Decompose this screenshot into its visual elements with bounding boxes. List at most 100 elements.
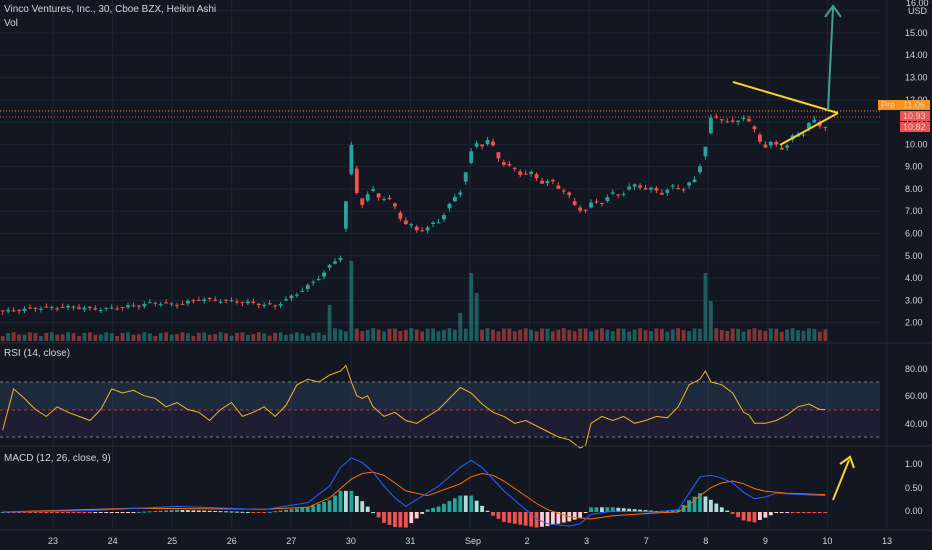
candle-body (387, 198, 392, 200)
volume-bar (523, 328, 528, 341)
candle-body (594, 201, 599, 203)
volume-bar (719, 330, 724, 341)
macd-histogram-bar (256, 512, 261, 513)
candle-body (11, 310, 16, 312)
volume-bar (551, 331, 555, 341)
time-axis[interactable]: 23 24 25 26 27 30 31 Sep 2 3 7 8 9 10 13 (48, 536, 892, 546)
volume-bar (93, 334, 98, 341)
volume-bar (529, 329, 534, 341)
candle-body (736, 120, 741, 123)
macd-histogram-bar (491, 512, 495, 516)
volume-bar (382, 331, 386, 341)
breakout-arrow-macd[interactable] (832, 455, 855, 501)
volume-bar (6, 333, 11, 341)
candle-body (485, 139, 490, 145)
volume-bar (616, 328, 621, 341)
time-tick-label: 8 (703, 536, 708, 546)
volume-bar (747, 329, 751, 341)
candle-body (469, 151, 474, 163)
macd-histogram-bar (158, 510, 163, 512)
candle-body (213, 299, 218, 301)
macd-histogram-bar (202, 510, 207, 512)
macd-histogram-bar (387, 512, 392, 525)
volume-bar (349, 261, 354, 341)
candle-body (638, 185, 642, 188)
volume-bar (240, 332, 245, 341)
volume-bar (376, 329, 381, 341)
time-tick-label: 7 (644, 536, 649, 546)
price-axis[interactable]: 15.0014.0013.0012.0011.0010.009.008.007.… (905, 28, 928, 328)
volume-bar (638, 328, 642, 341)
volume-bar (153, 335, 158, 341)
candle-body (354, 168, 359, 193)
macd-histogram-bar (137, 511, 141, 513)
candle-body (305, 284, 310, 290)
volume-bar (512, 331, 517, 341)
candle-body (344, 201, 348, 229)
candle-body (251, 301, 256, 303)
candle-body (158, 304, 163, 306)
volume-bar (627, 331, 632, 341)
grid-lines (0, 0, 888, 530)
macd-histogram-bar (447, 501, 452, 512)
candle-body (747, 118, 751, 122)
volume-bar (38, 336, 43, 341)
volume-bar (736, 328, 741, 341)
candle-body (768, 141, 773, 146)
macd-histogram-bar (627, 508, 632, 512)
volume-bar (17, 334, 21, 341)
macd-histogram-bar (33, 512, 38, 513)
volume-bar (256, 332, 261, 341)
volume-bar (823, 329, 828, 341)
macd-histogram-bar (104, 512, 109, 513)
volume-bar (447, 328, 452, 341)
volume-bar (567, 329, 572, 341)
volume-bar (654, 328, 659, 341)
candle-body (583, 209, 588, 211)
candle-body (60, 306, 65, 308)
macd-histogram-bar (480, 505, 484, 512)
candle-body (229, 300, 234, 302)
candle-body (180, 303, 185, 305)
macd-histogram-bar (442, 503, 446, 512)
volume-bar (33, 333, 38, 341)
macd-histogram-bar (0, 512, 5, 513)
price-tick-label: 14.00 (905, 50, 928, 60)
macd-histogram-bar (605, 507, 610, 512)
macd-histogram-bar (469, 495, 474, 512)
candle-body (147, 302, 152, 304)
macd-histogram-bar (649, 510, 653, 512)
macd-histogram-bar (305, 507, 310, 512)
macd-histogram-bar (621, 508, 626, 512)
volume-bar (420, 331, 425, 341)
macd-histogram-bar (730, 512, 735, 514)
volume-bar (741, 331, 746, 341)
macd-histogram-bar (687, 500, 691, 512)
macd-histogram-bar (583, 512, 588, 513)
volume-bar (278, 332, 283, 341)
macd-histogram-bar (578, 512, 583, 518)
macd-histogram-bar (338, 490, 343, 512)
candle-body (284, 299, 288, 301)
triangle-annotation[interactable] (732, 81, 839, 146)
volume-bar (300, 333, 305, 341)
breakout-arrow-price[interactable] (824, 4, 842, 111)
volume-bar (485, 328, 490, 341)
volume-bar (365, 329, 370, 341)
macd-histogram-bar (186, 510, 190, 512)
candle-body (600, 202, 604, 204)
macd-histogram-bar (38, 512, 43, 513)
volume-bar (322, 334, 327, 341)
macd-histogram-bar (327, 500, 332, 512)
macd-histogram-bar (360, 501, 365, 512)
candle-body (665, 189, 670, 193)
macd-histogram-bar (6, 512, 11, 513)
macd-histogram-bar (147, 511, 152, 513)
macd-histogram-bar (670, 510, 675, 512)
macd-histogram-bar (529, 512, 534, 527)
volume-bar (425, 328, 430, 341)
macd-histogram-bar (512, 512, 517, 524)
time-tick-label: 23 (48, 536, 58, 546)
macd-histogram-bar (452, 498, 457, 512)
